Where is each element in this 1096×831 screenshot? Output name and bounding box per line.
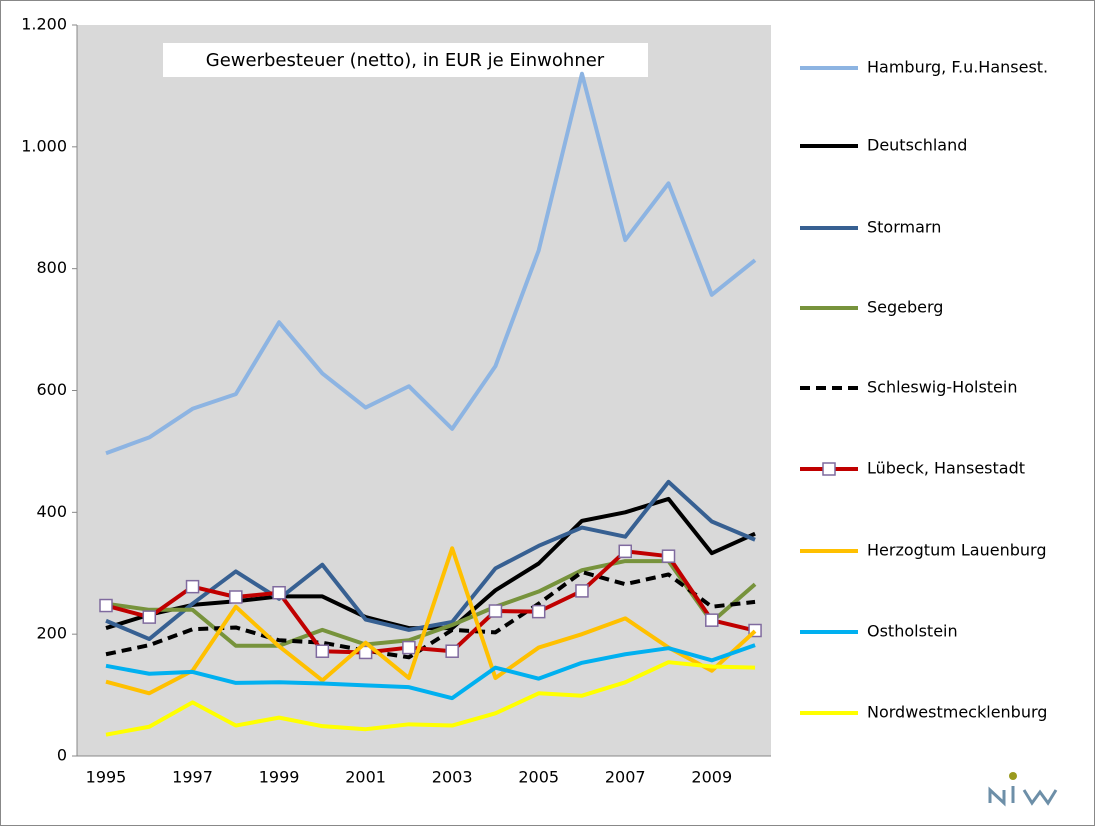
legend-label: Deutschland [867,136,967,155]
y-tick-label: 200 [36,624,67,643]
point-marker [661,549,676,563]
series-line [105,71,757,456]
x-tick-label: 2001 [345,768,386,787]
series-line [105,549,756,655]
point-marker [185,579,200,594]
y-tick-label: 1.000 [21,136,67,155]
y-tick-label: 400 [36,502,67,521]
logo-mark [988,786,1058,807]
legend-marker [822,462,836,476]
logo-dot [1009,772,1017,780]
x-tick-label: 2003 [432,768,473,787]
y-tick-label: 600 [36,380,67,399]
series-line [105,559,757,648]
point-marker [488,604,503,618]
point-marker [402,640,416,655]
x-tick-label: 1999 [259,768,300,787]
series-line [105,643,756,701]
legend-label: Schleswig-Holstein [867,378,1017,397]
point-marker [142,610,157,624]
point-marker [531,604,546,619]
point-marker [315,644,330,658]
series-line [105,660,756,737]
logo [988,772,1058,807]
point-marker [705,613,719,627]
legend-label: Lübeck, Hansestadt [867,459,1025,478]
series-line [105,479,756,642]
point-marker [618,544,632,559]
chart-title: Gewerbesteuer (netto), in EUR je Einwohn… [206,50,605,71]
series-line [105,546,757,696]
y-tick-label: 1.200 [21,15,67,34]
legend-label: Herzogtum Lauenburg [867,541,1046,560]
y-tick-label: 800 [36,258,67,277]
series-line [105,496,756,631]
point-marker [99,598,113,613]
legend-label: Stormarn [867,218,941,237]
legend-label: Segeberg [867,298,943,317]
point-marker [575,584,589,598]
y-tick-label: 0 [57,746,67,765]
x-tick-label: 2007 [605,768,646,787]
legend-label: Nordwestmecklenburg [867,703,1047,722]
point-marker [272,585,286,600]
legend-label: Ostholstein [867,622,958,641]
point-marker [445,644,459,658]
x-tick-label: 1995 [86,768,127,787]
x-tick-label: 2009 [691,768,732,787]
legend-label: Hamburg, F.u.Hansest. [867,58,1048,77]
x-tick-label: 1997 [172,768,213,787]
series-line [105,570,756,660]
x-tick-label: 2005 [518,768,559,787]
title-box [163,43,648,77]
point-marker [358,645,373,660]
point-marker [229,590,243,604]
